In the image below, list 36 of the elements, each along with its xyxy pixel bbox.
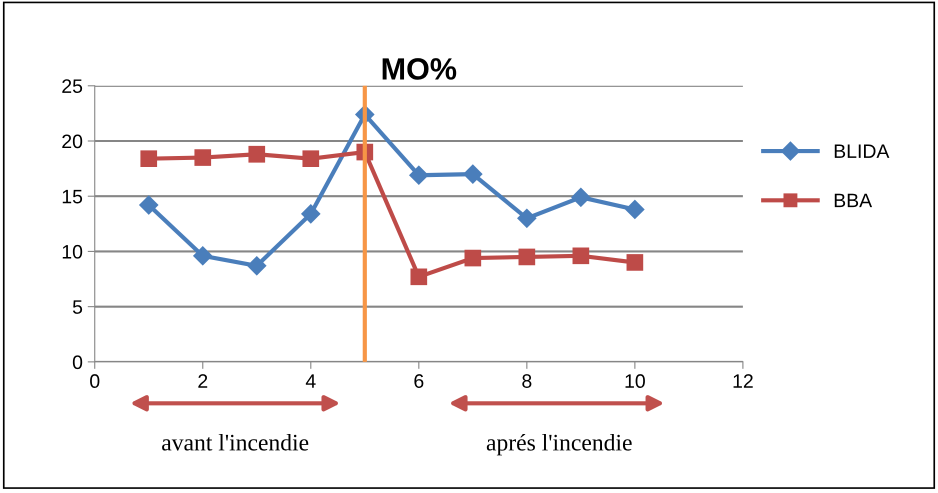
point (409, 166, 428, 185)
point (625, 200, 644, 219)
legend-label: BLIDA (834, 144, 890, 158)
y-tick-label: 15 (62, 190, 82, 204)
text: avant l'incendie (162, 434, 308, 451)
point (410, 268, 428, 286)
point (140, 150, 158, 167)
y-tick-label: 25 (62, 79, 82, 94)
point (463, 164, 482, 184)
point (517, 208, 536, 228)
point (572, 248, 590, 264)
x-tick-label: 12 (734, 374, 753, 388)
point (518, 248, 536, 266)
point (139, 196, 158, 215)
x-tick-label: 6 (414, 374, 424, 388)
x-tick-label: 2 (198, 374, 208, 388)
point (301, 204, 320, 224)
point (626, 254, 644, 271)
text: aprés l'incendie (486, 434, 632, 456)
y-tick-label: 10 (62, 244, 82, 259)
y-tick-label: 0 (72, 355, 82, 370)
legend-label: BBA (834, 194, 872, 208)
point (194, 149, 212, 166)
x-tick-label: 0 (90, 374, 100, 388)
x-tick-label: 10 (626, 374, 645, 388)
y-tick-label: 5 (72, 300, 82, 314)
point (464, 250, 482, 266)
point (247, 256, 266, 276)
point (302, 150, 320, 167)
point (248, 146, 266, 163)
y-tick-label: 20 (62, 134, 82, 148)
x-tick-label: 4 (306, 374, 316, 388)
point (193, 246, 212, 266)
chart-title: MO% (382, 58, 456, 80)
point (571, 188, 590, 207)
x-tick-label: 8 (522, 374, 532, 388)
